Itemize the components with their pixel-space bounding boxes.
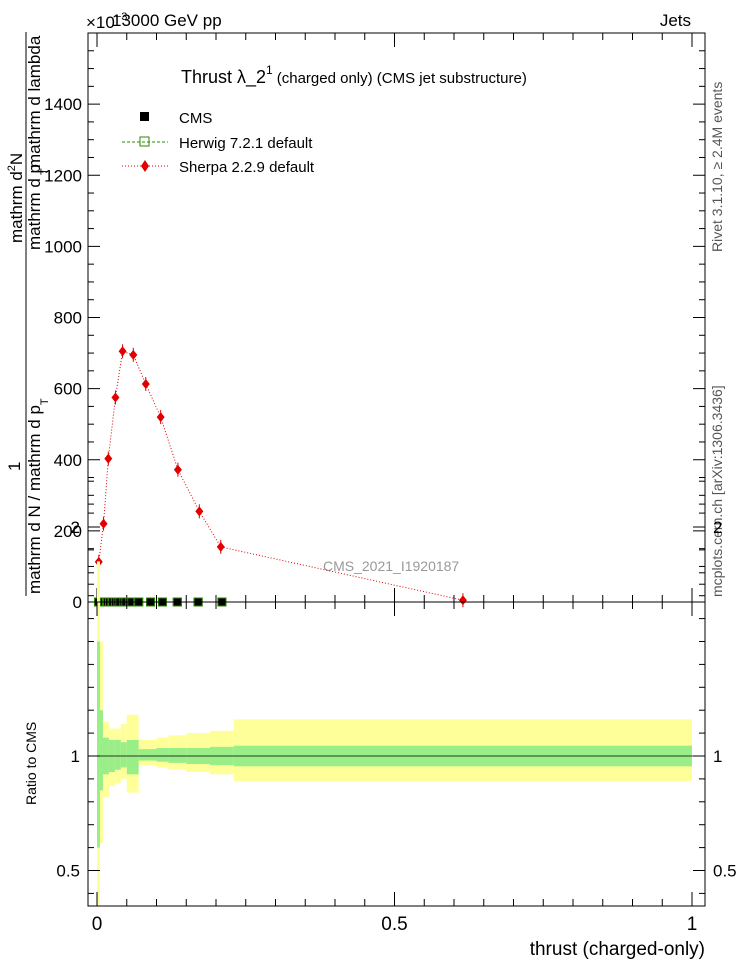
ylabel-den-2: mathrm d lambda [25, 35, 44, 168]
legend-cms-marker [140, 112, 149, 121]
ylabel-num-sup: 2 [6, 165, 18, 171]
plot-title: Thrust λ_21 (charged only) (CMS jet subst… [181, 63, 527, 88]
ratio-band-bin [168, 747, 187, 763]
plot-title-suffix: (charged only) (CMS jet substructure) [277, 70, 527, 87]
ratio-band-bin [97, 641, 100, 848]
main-y-tick-label: 1200 [44, 166, 82, 185]
ratio-band-bin [114, 739, 121, 770]
ratio-band-bin [138, 749, 157, 761]
ratio-band-bin [126, 739, 139, 775]
ratio-y-tick-label-right: 0.5 [713, 862, 737, 881]
ylabel-frac-one: 1 [5, 462, 24, 471]
ylabel-den-1: mathrm d p [25, 164, 44, 250]
ratio-x-tick-label: 0.5 [381, 914, 407, 935]
main-y-tick-label: 0 [73, 593, 82, 612]
sherpa-point [216, 541, 225, 552]
rivet-label: Rivet 3.1.10, ≥ 2.4M events [709, 82, 725, 252]
ratio-y-tick-label-right: 1 [713, 747, 722, 766]
main-panel: 0 200 400 600 800 1000 1200 1400 Thrust λ_21 (ch… [44, 32, 706, 612]
ylabel-num-1: mathrm d [7, 171, 26, 243]
sherpa-point [195, 506, 204, 517]
plot-title-main: Thrust λ_2 [181, 67, 266, 88]
main-y-tick-label: 400 [54, 451, 82, 470]
sherpa-point [141, 379, 150, 390]
ratio-x-tick-label: 0 [92, 914, 103, 935]
sherpa-point [129, 349, 138, 360]
ratio-y-tick-label: 1 [71, 747, 80, 766]
ratio-y-tick-label: 2 [71, 518, 80, 537]
sherpa-series [94, 344, 467, 608]
ylabel-frac-den-sub: T [39, 398, 51, 405]
legend: CMS Herwig 7.2.1 default Sherpa 2.2.9 de… [122, 110, 315, 176]
ratio-panel: 0.5 0.51 12 2 0 0.5 1 Ratio to CMS thrust (ch… [23, 480, 737, 960]
sherpa-point [104, 453, 113, 464]
ratio-bands [97, 561, 692, 905]
main-y-tick-label: 1000 [44, 237, 82, 256]
ratio-y-axis: 0.5 0.5 1 1 2 2 [56, 480, 737, 894]
ratio-frame [87, 601, 706, 907]
exponent-base: ×10 [86, 13, 115, 32]
exponent-power: −3 [115, 11, 128, 23]
x-axis-label: thrust (charged-only) [530, 939, 705, 960]
ratio-band-bin [99, 710, 103, 791]
ratio-band-bin [156, 747, 169, 762]
ylabel-den-sub: T [39, 168, 51, 175]
main-y-tick-label: 600 [54, 380, 82, 399]
main-y-axis: 0 200 400 600 800 1000 1200 1400 [44, 50, 705, 612]
ylabel-num-2: N [7, 153, 26, 165]
energy-label: 13000 GeV pp [112, 11, 222, 30]
sherpa-point [458, 595, 467, 606]
legend-herwig-marker [139, 136, 150, 147]
legend-sherpa-label: Sherpa 2.2.9 default [179, 159, 315, 176]
category-label: Jets [660, 11, 691, 30]
sherpa-point [111, 392, 120, 403]
sherpa-point [173, 464, 182, 475]
legend-sherpa-marker [141, 160, 149, 172]
ratio-y-label: Ratio to CMS [23, 722, 39, 805]
sherpa-point [156, 412, 165, 423]
ratio-x-axis: 0 0.5 1 [92, 602, 698, 935]
mcplots-label: mcplots.cern.ch [arXiv:1306.3436] [709, 385, 725, 597]
ylabel-frac-den-main: mathrm d N / mathrm d p [25, 405, 44, 594]
main-y-tick-label: 200 [54, 522, 82, 541]
plot-title-sup: 1 [266, 63, 273, 77]
main-y-tick-label: 800 [54, 309, 82, 328]
main-y-tick-label: 1400 [44, 95, 82, 114]
ylabel-numerator: mathrm d2N [6, 153, 26, 243]
sherpa-point [118, 346, 127, 357]
ratio-x-tick-label: 1 [687, 914, 698, 935]
exponent-label: ×10−3 [86, 11, 127, 32]
sherpa-point [99, 518, 108, 529]
legend-cms-label: CMS [179, 110, 212, 127]
legend-herwig-label: Herwig 7.2.1 default [179, 135, 313, 152]
main-y-label: mathrm d2N mathrm d p T mathrm d lambda … [5, 32, 51, 596]
ratio-y-tick-label-right: 2 [713, 518, 722, 537]
ratio-y-tick-label: 0.5 [56, 862, 80, 881]
ratio-band-bin [120, 742, 127, 768]
analysis-watermark: CMS_2021_I1920187 [323, 558, 459, 574]
ylabel-frac-den: mathrm d N / mathrm d pT [25, 398, 51, 594]
